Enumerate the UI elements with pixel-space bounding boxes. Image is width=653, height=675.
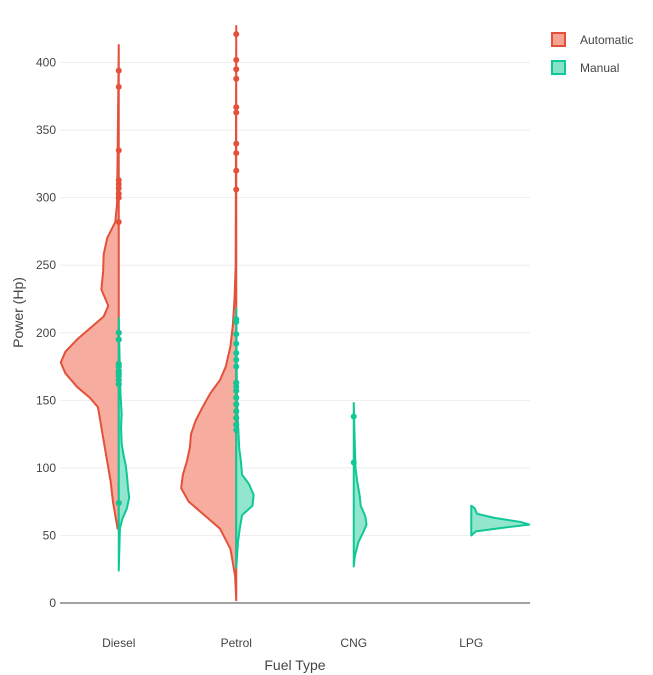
- data-point-automatic[interactable]: [233, 31, 240, 38]
- y-tick-label: 100: [36, 461, 56, 475]
- x-tick-label: LPG: [459, 636, 483, 650]
- y-tick-label: 250: [36, 258, 56, 272]
- x-tick-label: Petrol: [221, 636, 252, 650]
- x-tick-label: Diesel: [102, 636, 135, 650]
- y-tick-label: 150: [36, 393, 56, 407]
- data-point-manual[interactable]: [115, 360, 122, 367]
- data-point-automatic[interactable]: [233, 104, 240, 111]
- data-point-manual[interactable]: [115, 336, 122, 343]
- y-tick-label: 300: [36, 191, 56, 205]
- data-point-manual[interactable]: [233, 350, 240, 357]
- violin-layer: [59, 25, 531, 602]
- data-point-automatic[interactable]: [115, 190, 122, 197]
- legend-swatch: [551, 60, 566, 75]
- y-tick-label: 50: [43, 528, 57, 542]
- data-point-manual[interactable]: [350, 459, 357, 466]
- legend-label: Automatic: [580, 33, 633, 47]
- violin-manual-petrol[interactable]: [235, 307, 255, 569]
- data-point-automatic[interactable]: [233, 186, 240, 193]
- data-point-automatic[interactable]: [115, 83, 122, 90]
- y-tick-label: 350: [36, 123, 56, 137]
- grid-layer: [60, 62, 530, 536]
- data-point-manual[interactable]: [233, 421, 240, 428]
- violin-automatic-petrol[interactable]: [180, 25, 238, 602]
- data-point-manual[interactable]: [233, 427, 240, 434]
- x-axis-title: Fuel Type: [264, 657, 325, 673]
- data-point-manual[interactable]: [233, 394, 240, 401]
- data-point-automatic[interactable]: [233, 109, 240, 116]
- legend-item-automatic[interactable]: Automatic: [551, 32, 633, 47]
- data-point-automatic[interactable]: [115, 67, 122, 74]
- data-point-manual[interactable]: [115, 329, 122, 336]
- violin-manual-cng[interactable]: [352, 402, 368, 568]
- data-point-manual[interactable]: [233, 379, 240, 386]
- violin-manual-diesel[interactable]: [117, 316, 131, 572]
- violin-manual-lpg[interactable]: [470, 504, 531, 537]
- data-point-manual[interactable]: [350, 413, 357, 420]
- legend[interactable]: Automatic Manual: [551, 32, 633, 75]
- axis-layer: 0 50 100 150 200 250 300 350 400 Diesel Petrol CNG L…: [36, 56, 530, 650]
- data-point-automatic[interactable]: [233, 75, 240, 82]
- data-point-automatic[interactable]: [233, 150, 240, 157]
- y-axis-title: Power (Hp): [10, 277, 26, 348]
- data-point-manual[interactable]: [233, 356, 240, 363]
- data-point-manual[interactable]: [233, 408, 240, 415]
- legend-item-manual[interactable]: Manual: [551, 60, 619, 75]
- data-point-manual[interactable]: [233, 331, 240, 338]
- data-point-manual[interactable]: [233, 414, 240, 421]
- y-tick-label: 0: [49, 596, 56, 610]
- data-point-manual[interactable]: [233, 401, 240, 408]
- data-point-manual[interactable]: [115, 500, 122, 507]
- y-tick-label: 200: [36, 326, 56, 340]
- data-point-automatic[interactable]: [115, 147, 122, 154]
- data-point-automatic[interactable]: [233, 140, 240, 147]
- y-tick-label: 400: [36, 56, 56, 70]
- data-point-manual[interactable]: [233, 316, 240, 323]
- legend-label: Manual: [580, 61, 619, 75]
- data-point-automatic[interactable]: [233, 167, 240, 174]
- data-point-manual[interactable]: [233, 340, 240, 347]
- data-point-manual[interactable]: [233, 363, 240, 370]
- data-point-automatic[interactable]: [233, 56, 240, 63]
- x-tick-label: CNG: [340, 636, 367, 650]
- data-point-automatic[interactable]: [115, 177, 122, 184]
- legend-swatch: [551, 32, 566, 47]
- data-point-automatic[interactable]: [115, 218, 122, 225]
- data-point-automatic[interactable]: [233, 66, 240, 73]
- point-layer: [115, 31, 357, 507]
- violin-automatic-diesel[interactable]: [59, 43, 120, 530]
